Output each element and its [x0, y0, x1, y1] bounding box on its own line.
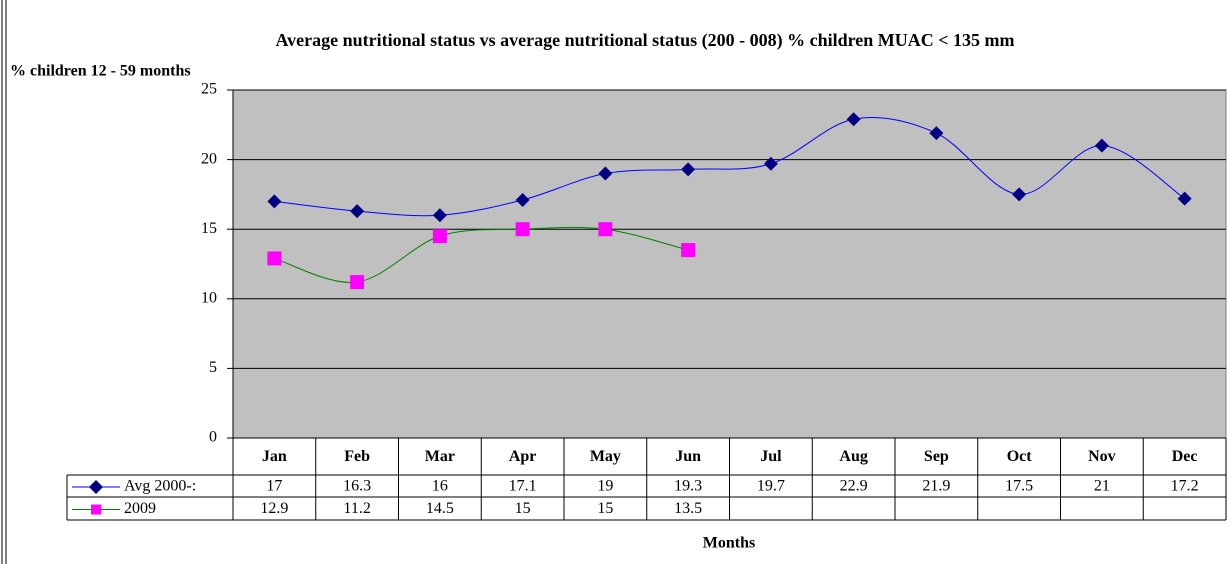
legend-label: 2009 [124, 500, 156, 517]
table-value: 21.9 [922, 478, 950, 495]
legend-marker [91, 504, 101, 515]
x-tick-label: Nov [1088, 448, 1116, 465]
data-point [267, 194, 282, 209]
table-value: 16 [432, 478, 448, 495]
y-tick-label: 15 [201, 220, 217, 237]
x-tick-label: Mar [425, 448, 455, 465]
series-line [274, 226, 689, 283]
data-point [681, 243, 696, 258]
data-point [515, 192, 530, 207]
data-point [1012, 187, 1027, 202]
x-tick-label: Apr [509, 448, 537, 465]
data-point [350, 204, 365, 219]
x-tick-label: Jun [675, 448, 701, 465]
table-value: 13.5 [674, 500, 702, 517]
data-point [598, 166, 613, 181]
y-tick-label: 10 [201, 289, 217, 306]
data-point [763, 156, 778, 171]
data-point [1177, 191, 1192, 206]
data-point [432, 229, 447, 244]
y-axis-label: % children 12 - 59 months [10, 63, 191, 80]
x-tick-label: May [590, 448, 621, 465]
x-tick-label: Sep [924, 448, 949, 465]
legend-marker [89, 480, 103, 494]
table-value: 19.7 [757, 478, 785, 495]
table-value: 17.2 [1171, 478, 1199, 495]
table-value: 19 [597, 478, 613, 495]
table-value: 17 [266, 478, 282, 495]
data-point [929, 126, 944, 141]
data-point [432, 208, 447, 223]
data-point [681, 162, 696, 177]
data-point [598, 222, 613, 237]
x-tick-label: Feb [344, 448, 370, 465]
data-point [267, 251, 282, 266]
legend-label: Avg 2000-: [124, 478, 196, 495]
table-value: 21 [1094, 478, 1110, 495]
y-tick-label: 20 [201, 150, 217, 167]
y-tick-label: 0 [209, 429, 217, 446]
table-value: 12.9 [260, 500, 288, 517]
table-value: 17.5 [1005, 478, 1033, 495]
chart-title: Average nutritional status vs average nu… [275, 30, 1014, 51]
table-value: 17.1 [509, 478, 537, 495]
y-tick-label: 5 [209, 359, 217, 376]
x-tick-label: Dec [1172, 448, 1198, 465]
table-value: 19.3 [674, 478, 702, 495]
data-point [846, 112, 861, 127]
table-value: 15 [515, 500, 531, 517]
table-value: 22.9 [840, 478, 868, 495]
data-point [1094, 138, 1109, 153]
y-tick-label: 25 [201, 81, 217, 98]
table-value: 15 [597, 500, 613, 517]
table-value: 14.5 [426, 500, 454, 517]
x-tick-label: Oct [1007, 448, 1033, 465]
table-value: 11.2 [343, 500, 370, 517]
x-axis-label: Months [703, 535, 755, 552]
plot-area [232, 89, 1227, 439]
x-tick-label: Jul [760, 448, 782, 465]
x-tick-label: Aug [839, 448, 867, 465]
data-point [515, 222, 530, 237]
data-point [350, 275, 365, 290]
x-tick-label: Jan [262, 448, 287, 465]
table-value: 16.3 [343, 478, 371, 495]
